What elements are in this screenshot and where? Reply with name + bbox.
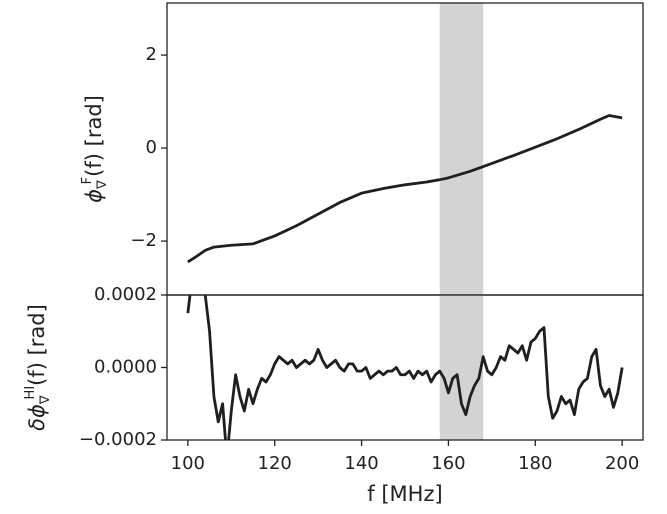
y-label-sup: F (80, 177, 95, 184)
y-tick-label: −2 (130, 230, 157, 251)
y-label-symbol: ϕ (82, 189, 106, 203)
data-line (186, 295, 624, 440)
x-tick-label: 180 (518, 453, 552, 474)
y-tick-label: 2 (146, 44, 157, 65)
y-tick-label: 0 (146, 137, 157, 158)
shaded-region (439, 3, 484, 295)
y-label-sup: HI (23, 386, 38, 400)
y-tick-label: −0.0002 (79, 429, 157, 450)
x-tick-label: 200 (605, 453, 639, 474)
y-label-rest: (f) [rad] (82, 95, 106, 177)
x-axis-label: f [MHz] (367, 482, 442, 506)
plot-frame (166, 2, 644, 296)
y-tick-label: 0.0000 (94, 357, 157, 378)
plot-frame (166, 294, 644, 441)
x-tick-label: 160 (431, 453, 465, 474)
y-label-symbol: δϕ (25, 404, 49, 431)
y-label-sub: ∇ (95, 180, 110, 190)
y-label-sub: ∇ (38, 395, 53, 405)
y-axis-label: δϕ∇HI(f) [rad] (23, 304, 53, 431)
x-tick-label: 140 (344, 453, 378, 474)
y-label-rest: (f) [rad] (25, 304, 49, 386)
y-tick-label: 0.0002 (94, 284, 157, 305)
x-tick-label: 100 (171, 453, 205, 474)
data-line (187, 114, 623, 264)
shaded-region (439, 295, 484, 440)
y-axis-label: ϕ∇F(f) [rad] (80, 95, 110, 203)
x-tick-label: 120 (258, 453, 292, 474)
